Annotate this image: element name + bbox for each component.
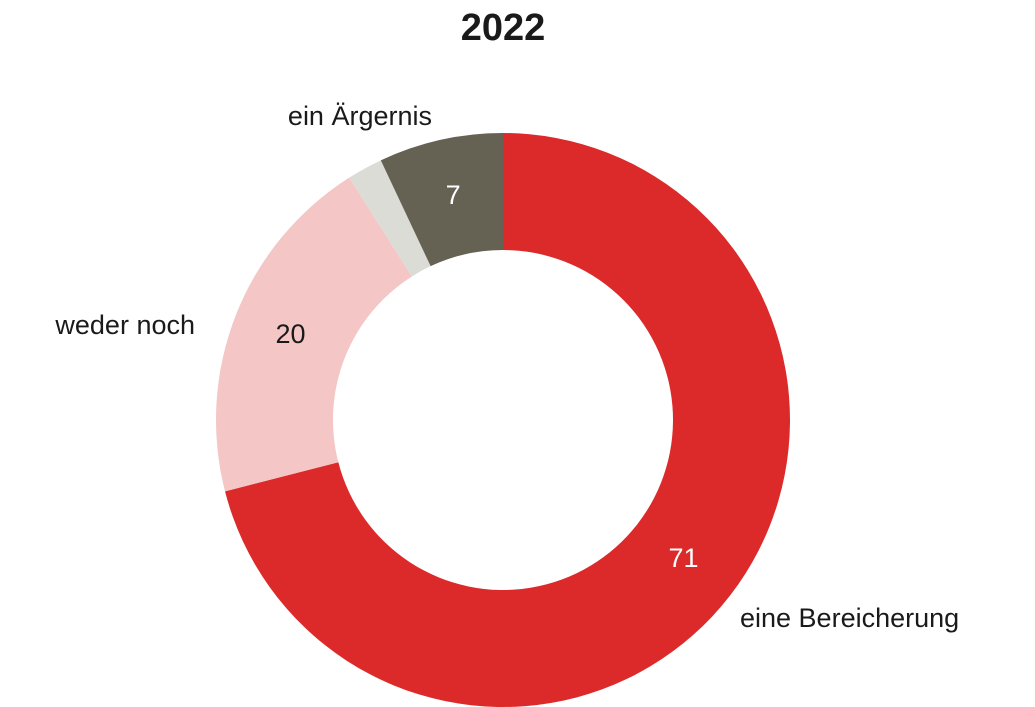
category-label: weder noch: [54, 310, 195, 340]
donut-slice: [225, 133, 791, 707]
donut-slice: [349, 160, 431, 277]
chart-title: 2022: [461, 7, 546, 49]
donut-slice: [216, 177, 412, 492]
value-label: 71: [669, 543, 699, 573]
category-label: ein Ärgernis: [288, 101, 432, 131]
value-label: 20: [276, 319, 306, 349]
category-label: eine Bereicherung: [740, 603, 959, 633]
value-label: 7: [446, 180, 461, 210]
donut-slice: [380, 133, 503, 267]
